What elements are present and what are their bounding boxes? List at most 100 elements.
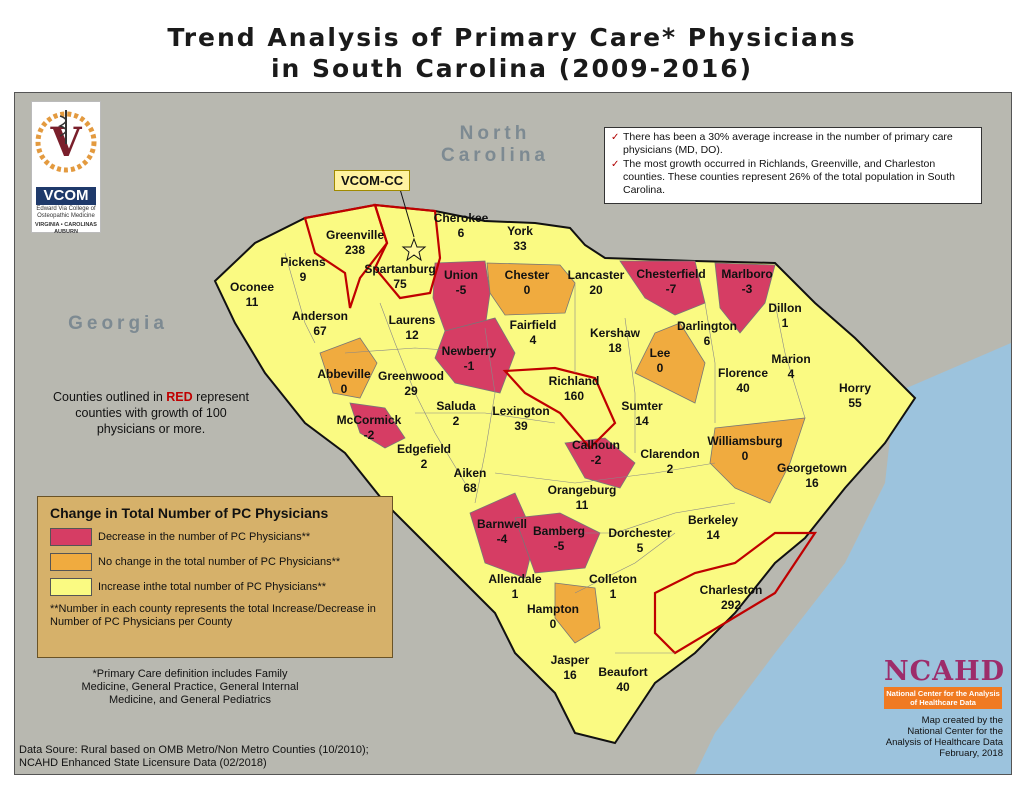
vcom-emblem-icon: V	[35, 110, 97, 173]
legend-swatch-no-change	[50, 553, 92, 571]
county-value: 4	[529, 333, 537, 347]
county-value: -4	[496, 532, 508, 546]
county-value: -2	[590, 453, 602, 467]
county-shape-bamberg	[514, 512, 601, 574]
county-value: 40	[616, 680, 630, 694]
county-name: Pickens	[280, 255, 326, 269]
county-value: 0	[741, 449, 749, 463]
county-label-chester: Chester 0	[505, 268, 550, 298]
map-canvas	[15, 93, 1011, 774]
county-label-horry: Horry 55	[839, 381, 871, 411]
county-value: -2	[363, 428, 375, 442]
county-name: Hampton	[527, 602, 579, 616]
county-label-fairfield: Fairfield 4	[510, 318, 557, 348]
legend-label: Increase inthe total number of PC Physic…	[98, 581, 327, 593]
county-value: 292	[720, 598, 742, 612]
county-label-cherokee: Cherokee 6	[434, 211, 489, 241]
legend-label: No change in the total number of PC Phys…	[98, 556, 341, 568]
county-label-lancaster: Lancaster 20	[568, 268, 625, 298]
county-value: 33	[513, 239, 527, 253]
county-label-saluda: Saluda 2	[436, 399, 475, 429]
county-label-sumter: Sumter 14	[621, 399, 662, 429]
data-source: Data Soure: Rural based on OMB Metro/Non…	[19, 744, 369, 770]
county-name: Dillon	[768, 301, 802, 315]
county-value: 12	[405, 328, 419, 342]
county-label-clarendon: Clarendon 2	[640, 447, 699, 477]
data-source-line-2: NCAHD Enhanced State Licensure Data (02/…	[19, 757, 267, 769]
red-note-red-word: RED	[166, 390, 193, 404]
county-borders	[284, 252, 806, 654]
county-name: Barnwell	[476, 517, 528, 531]
county-label-newberry: Newberry -1	[442, 344, 497, 374]
legend-item-no-change: No change in the total number of PC Phys…	[50, 553, 380, 571]
county-value: 55	[848, 396, 862, 410]
north-carolina-label-line-2: Carolina	[440, 145, 550, 166]
county-label-darlington: Darlington 6	[677, 319, 737, 349]
county-value: -5	[553, 539, 565, 553]
county-label-marlboro: Marlboro -3	[721, 267, 772, 297]
county-value: 5	[636, 541, 644, 555]
ncahd-logo: NCAHD National Center for the Analysis o…	[884, 657, 1004, 709]
county-value: 14	[706, 528, 720, 542]
county-shape-newberry	[434, 317, 516, 394]
county-outline-charleston	[653, 531, 818, 655]
county-name: Richland	[548, 374, 600, 388]
county-value: 2	[666, 462, 674, 476]
county-label-abbeville: Abbeville 0	[317, 367, 370, 397]
county-value: 0	[523, 283, 531, 297]
county-name: Aiken	[453, 466, 487, 480]
north-carolina-label-line-1: North	[459, 123, 531, 144]
vcom-logo-campuses: VIRGINIA • CAROLINAS AUBURN	[35, 222, 97, 235]
county-value: 2	[452, 414, 460, 428]
county-value: 0	[549, 617, 557, 631]
legend-title: Change in Total Number of PC Physicians	[50, 505, 329, 521]
vcom-star-icon	[401, 237, 427, 262]
county-name: York	[507, 224, 533, 238]
county-name: Laurens	[388, 313, 436, 327]
county-name: Georgetown	[776, 461, 848, 475]
county-name: Marion	[771, 352, 811, 366]
county-value: 160	[563, 389, 585, 403]
red-note-prefix: Counties outlined in	[53, 390, 163, 404]
county-label-georgetown: Georgetown 16	[777, 461, 847, 491]
county-value: 39	[514, 419, 528, 433]
county-label-anderson: Anderson 67	[292, 309, 348, 339]
county-name: Greenville	[325, 228, 385, 242]
county-name: Williamsburg	[707, 434, 783, 448]
county-name: Cherokee	[433, 211, 489, 225]
county-label-greenville: Greenville 238	[326, 228, 384, 258]
county-value: 67	[313, 324, 327, 338]
county-label-barnwell: Barnwell -4	[477, 517, 527, 547]
map-frame: North Carolina Georgia V VCOM Edward Via…	[14, 92, 1012, 775]
county-name: Fairfield	[509, 318, 557, 332]
county-name: Chester	[504, 268, 550, 282]
county-name: Kershaw	[589, 326, 641, 340]
north-carolina-label: North Carolina	[435, 123, 555, 167]
summary-callout: There has been a 30% average increase in…	[604, 127, 982, 204]
county-name: Edgefield	[396, 442, 452, 456]
county-value: 6	[703, 334, 711, 348]
county-label-york: York 33	[507, 224, 533, 254]
county-name: Jasper	[550, 653, 590, 667]
county-name: Marlboro	[721, 267, 773, 281]
county-label-pickens: Pickens 9	[280, 255, 325, 285]
legend-swatch-increase	[50, 578, 92, 596]
county-name: Sumter	[621, 399, 663, 413]
county-name: Bamberg	[532, 524, 586, 538]
legend: Change in Total Number of PC Physicians …	[37, 496, 393, 658]
county-value: 1	[781, 316, 789, 330]
georgia-label: Georgia	[68, 313, 168, 334]
primary-care-definition: *Primary Care definition includes Family…	[81, 668, 299, 706]
county-name: Chesterfield	[636, 267, 706, 281]
atlantic-ocean	[695, 343, 1011, 774]
county-label-beaufort: Beaufort 40	[598, 665, 647, 695]
county-label-mccormick: McCormick -2	[337, 413, 402, 443]
county-shape-chesterfield	[619, 260, 706, 316]
county-value: 4	[787, 367, 795, 381]
legend-swatch-decrease	[50, 528, 92, 546]
county-label-bamberg: Bamberg -5	[533, 524, 585, 554]
county-name: Colleton	[589, 572, 637, 586]
county-label-orangeburg: Orangeburg 11	[548, 483, 617, 513]
county-value: 0	[656, 361, 664, 375]
callout-item: The most growth occurred in Richlands, G…	[611, 158, 975, 197]
